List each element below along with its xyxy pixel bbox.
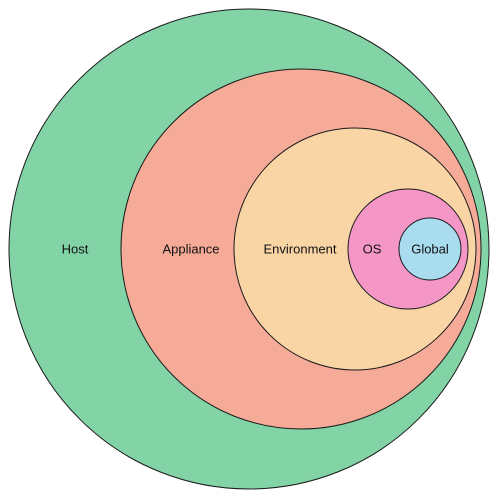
label-os: OS — [363, 242, 382, 257]
label-environment: Environment — [264, 242, 337, 257]
ring-global-circle — [398, 217, 462, 281]
ring-global — [398, 217, 462, 281]
label-appliance: Appliance — [162, 242, 219, 257]
label-host: Host — [62, 242, 89, 257]
label-global: Global — [411, 242, 449, 257]
